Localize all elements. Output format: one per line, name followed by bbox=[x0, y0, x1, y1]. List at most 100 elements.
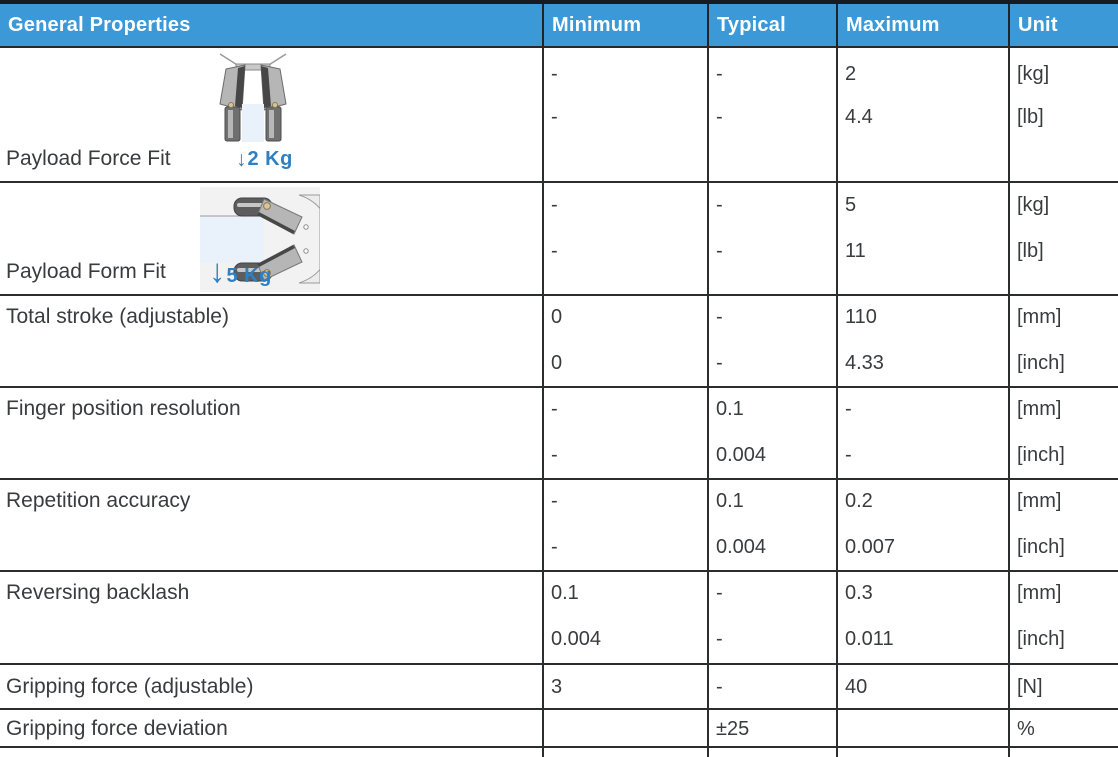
value bbox=[551, 716, 707, 742]
table-row-gripping-force: Gripping force (adjustable) 3 - 40 [N] bbox=[0, 665, 1118, 710]
row-label: Payload Form Fit bbox=[6, 260, 166, 283]
maximum-cell: 0.2 0.007 bbox=[836, 480, 1008, 570]
value: - bbox=[716, 194, 723, 216]
value: - bbox=[551, 444, 558, 466]
unit-cell: [mm] [inch] bbox=[1008, 480, 1118, 570]
value: [inch] bbox=[1017, 444, 1065, 466]
value: 40 bbox=[845, 676, 868, 698]
value: [inch] bbox=[1017, 536, 1065, 558]
down-arrow-icon: ↓ bbox=[209, 252, 226, 289]
maximum-cell: 5 11 bbox=[836, 183, 1008, 294]
form-fit-gripper-image bbox=[200, 187, 320, 292]
row-label-cell: Gripping force (adjustable) bbox=[0, 665, 542, 708]
value: 0 bbox=[551, 352, 563, 374]
row-label-cell: Finger position resolution bbox=[0, 388, 542, 478]
value: 5 bbox=[845, 194, 857, 216]
payload-caption: ↓ 2 Kg bbox=[236, 148, 293, 170]
value: 0.1 bbox=[716, 398, 744, 420]
unit-cell: % bbox=[1008, 710, 1118, 746]
table-row-total-stroke: Total stroke (adjustable) 0 0 - - 110 4.… bbox=[0, 296, 1118, 388]
row-label: Finger position resolution bbox=[6, 397, 241, 420]
value: - bbox=[551, 398, 558, 420]
minimum-cell bbox=[542, 710, 707, 746]
payload-caption-text: 5 Kg bbox=[226, 265, 272, 287]
minimum-cell: 0 0 bbox=[542, 296, 707, 386]
payload-caption-text: 2 Kg bbox=[247, 148, 293, 170]
minimum-cell: - - bbox=[542, 48, 707, 181]
value: [lb] bbox=[1017, 240, 1044, 262]
typical-cell: - - bbox=[707, 296, 836, 386]
value: 0.2 bbox=[845, 490, 873, 512]
table-row-cutoff-stub bbox=[0, 748, 1118, 757]
value: ±25 bbox=[716, 718, 750, 740]
typical-cell: - - bbox=[707, 572, 836, 663]
value: 110 bbox=[845, 306, 877, 328]
row-label: Reversing backlash bbox=[6, 581, 190, 604]
value: [mm] bbox=[1017, 490, 1062, 512]
typical-cell: 0.1 0.004 bbox=[707, 480, 836, 570]
value: 0.004 bbox=[551, 628, 602, 650]
value: % bbox=[1017, 718, 1035, 740]
row-label-cell: Repetition accuracy bbox=[0, 480, 542, 570]
typical-cell: ±25 bbox=[707, 710, 836, 746]
value: [kg] bbox=[1017, 63, 1050, 85]
table-title: General Properties bbox=[8, 14, 191, 36]
minimum-cell: 0.1 0.004 bbox=[542, 572, 707, 663]
row-label-cell: Reversing backlash bbox=[0, 572, 542, 663]
column-header-unit: Unit bbox=[1008, 4, 1118, 46]
value: - bbox=[716, 240, 723, 262]
value: - bbox=[716, 352, 723, 374]
row-label-cell: Total stroke (adjustable) bbox=[0, 296, 542, 386]
unit-cell: [mm] [inch] bbox=[1008, 296, 1118, 386]
unit-cell: [N] bbox=[1008, 665, 1118, 708]
value: 0.007 bbox=[845, 536, 896, 558]
table-row-finger-position-resolution: Finger position resolution - - 0.1 0.004… bbox=[0, 388, 1118, 480]
value: 0.1 bbox=[551, 582, 579, 604]
column-header-maximum: Maximum bbox=[836, 4, 1008, 46]
unit-cell: [mm] [inch] bbox=[1008, 388, 1118, 478]
table-row-gripping-force-deviation: Gripping force deviation ±25 % bbox=[0, 710, 1118, 748]
down-arrow-icon: ↓ bbox=[236, 148, 247, 171]
typical-cell: - - bbox=[707, 48, 836, 181]
maximum-cell: 0.3 0.011 bbox=[836, 572, 1008, 663]
unit-cell: [kg] [lb] bbox=[1008, 183, 1118, 294]
unit-cell: [mm] [inch] bbox=[1008, 572, 1118, 663]
value: - bbox=[551, 63, 558, 85]
value: 4.33 bbox=[845, 352, 884, 374]
row-label-cell: ↓ 2 Kg Payload Force Fit bbox=[0, 48, 542, 181]
typical-cell: - - bbox=[707, 183, 836, 294]
minimum-cell: - - bbox=[542, 183, 707, 294]
row-label: Gripping force deviation bbox=[6, 717, 228, 740]
value: [kg] bbox=[1017, 194, 1050, 216]
table-row-payload-form-fit: ↓ 5 Kg Payload Form Fit - - - - 5 11 [kg… bbox=[0, 183, 1118, 296]
row-label: Repetition accuracy bbox=[6, 489, 191, 512]
row-label-cell: Gripping force deviation bbox=[0, 710, 542, 746]
value: - bbox=[716, 676, 723, 698]
value: - bbox=[551, 536, 558, 558]
minimum-cell: - - bbox=[542, 388, 707, 478]
table-header-row: General Properties Minimum Typical Maxim… bbox=[0, 4, 1118, 48]
payload-caption: ↓ 5 Kg bbox=[209, 254, 272, 287]
value: [lb] bbox=[1017, 106, 1044, 128]
value: [inch] bbox=[1017, 352, 1065, 374]
column-header-minimum: Minimum bbox=[542, 4, 707, 46]
value: - bbox=[716, 106, 723, 128]
value: - bbox=[845, 444, 852, 466]
value: - bbox=[551, 106, 558, 128]
column-header-typical: Typical bbox=[707, 4, 836, 46]
value: 0.3 bbox=[845, 582, 873, 604]
value: 0.011 bbox=[845, 628, 894, 650]
value: - bbox=[551, 490, 558, 512]
maximum-cell: 40 bbox=[836, 665, 1008, 708]
row-label: Total stroke (adjustable) bbox=[6, 305, 229, 328]
value: - bbox=[716, 63, 723, 85]
value: [mm] bbox=[1017, 582, 1062, 604]
value: 2 bbox=[845, 63, 857, 85]
value: - bbox=[716, 306, 723, 328]
maximum-cell bbox=[836, 710, 1008, 746]
value: 11 bbox=[845, 240, 866, 262]
value: 0.1 bbox=[716, 490, 744, 512]
value: [inch] bbox=[1017, 628, 1065, 650]
